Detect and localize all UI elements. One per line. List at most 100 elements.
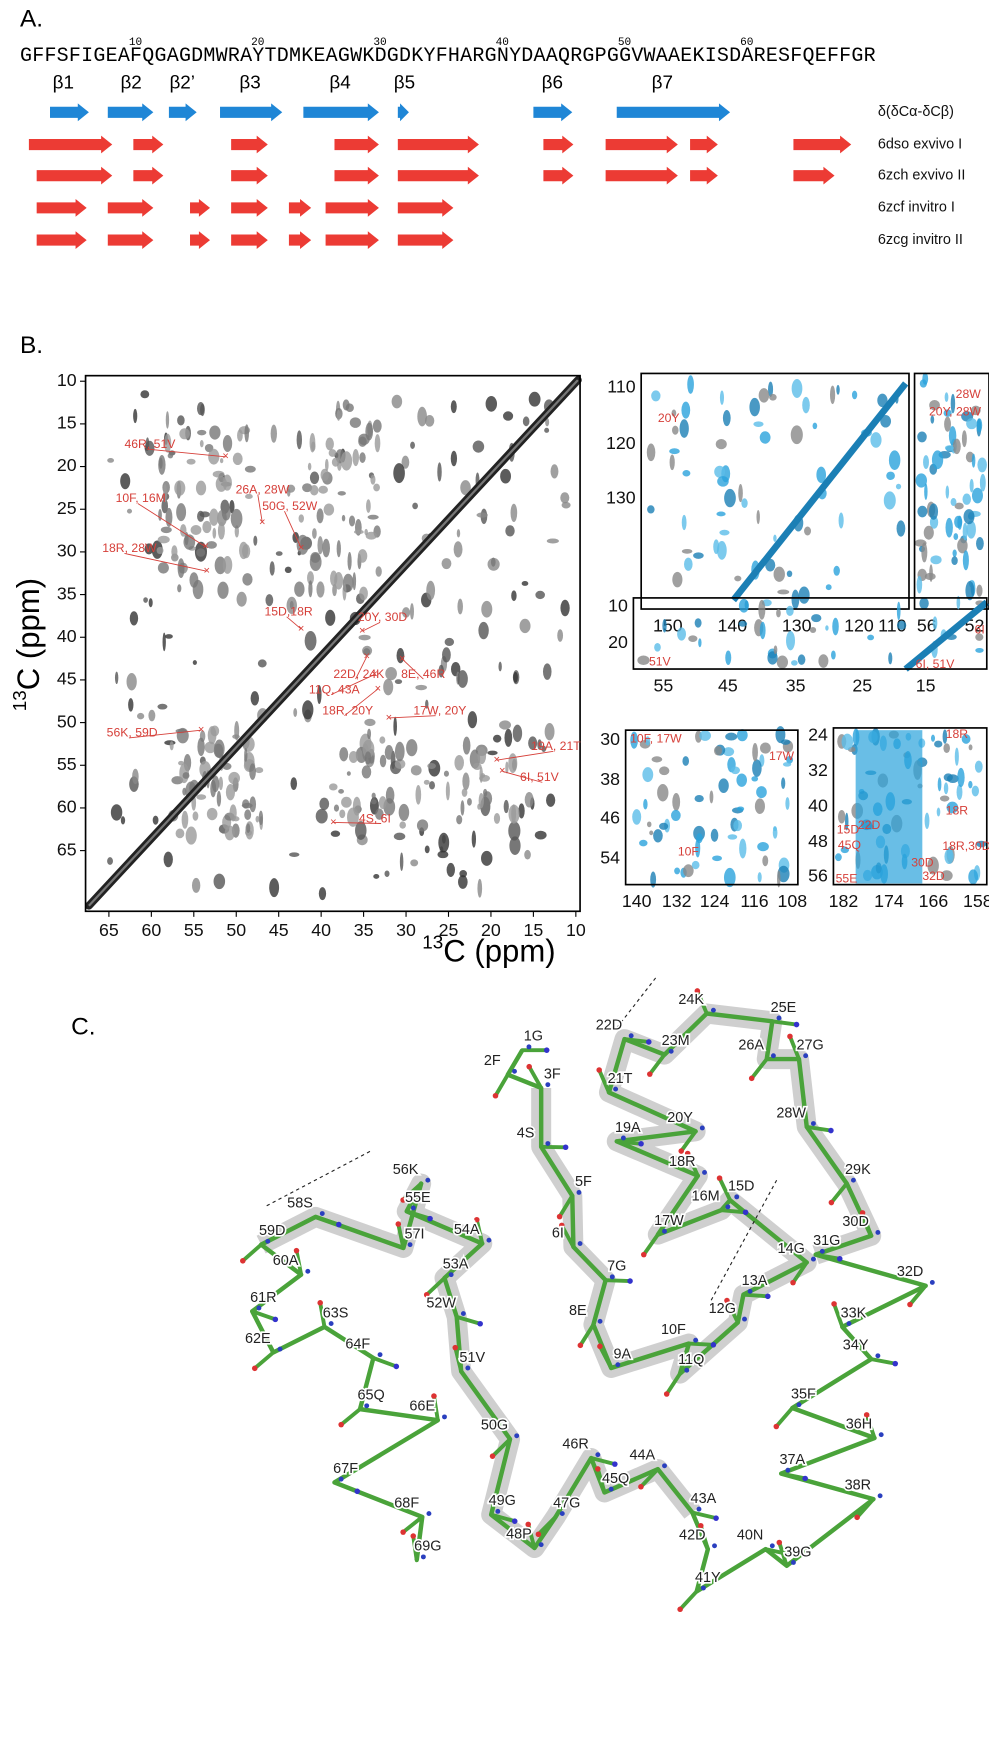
atom — [678, 1148, 685, 1154]
side-chain — [860, 1210, 874, 1238]
tick-label: 30 — [600, 729, 620, 749]
spectrum-peak — [171, 545, 178, 558]
spectrum-peak — [519, 618, 531, 634]
side-chain — [698, 1523, 710, 1552]
residue-label: 33K — [841, 1305, 867, 1321]
spectrum-peak — [317, 685, 322, 704]
spectrum-peak — [754, 798, 765, 814]
spectrum-peak — [738, 484, 743, 503]
spectrum-peak — [190, 525, 202, 535]
strand-arrow — [690, 135, 718, 154]
side-chain — [493, 1072, 510, 1098]
spectrum-peak — [528, 736, 538, 750]
atom — [423, 1291, 430, 1298]
spectrum-peak — [312, 528, 317, 539]
spectrum-peak — [191, 877, 201, 893]
peak-label: 11Q, 43A — [309, 682, 361, 696]
spectrum-peak — [957, 538, 968, 554]
spectrum-peak — [945, 485, 950, 499]
atom — [819, 1248, 825, 1254]
tick-label: 30 — [57, 541, 77, 561]
residue-label: 1G — [524, 1029, 543, 1045]
side-chain — [717, 1176, 733, 1203]
spectrum-peak — [646, 821, 652, 828]
peak-label: 18R — [946, 727, 969, 741]
spectrum-peak — [126, 508, 133, 514]
spectrum-peak — [199, 440, 204, 448]
residue-label: 22D — [596, 1018, 623, 1034]
spectrum-peak — [760, 742, 771, 754]
spectrum-peak — [712, 855, 722, 862]
atom — [734, 1194, 740, 1200]
spectrum-peak — [222, 555, 233, 574]
spectrum-peak — [825, 625, 829, 631]
spectrum-peak — [415, 784, 422, 805]
spectrum-peak — [923, 525, 934, 540]
spectrum-peak — [722, 747, 735, 757]
atom — [787, 1033, 793, 1040]
spectrum-peak — [952, 438, 961, 455]
side-chain — [578, 1322, 596, 1348]
spectrum-peak — [348, 515, 356, 527]
residue-label: 26A — [738, 1038, 764, 1054]
atom — [790, 1279, 796, 1286]
atom — [724, 1297, 730, 1304]
strand-arrow — [397, 103, 409, 122]
peak-label: 6I, 51V — [916, 657, 956, 671]
spectrum-peak — [944, 445, 954, 451]
spectrum-peak — [782, 762, 792, 767]
strand-label: β5 — [394, 72, 415, 93]
spectrum-peak — [290, 777, 298, 791]
spectrum-peak — [348, 750, 359, 764]
strand-arrow — [107, 231, 154, 249]
side-chain — [647, 1052, 667, 1077]
spectrum-peak — [437, 850, 449, 859]
residue-label: 11Q — [678, 1352, 704, 1368]
spectrum-peak — [181, 810, 189, 829]
residue-label: 65Q — [358, 1388, 385, 1404]
atom — [525, 1521, 531, 1528]
peak-label: 45Q — [838, 838, 861, 852]
marker: × — [359, 625, 366, 637]
spectrum-peak — [936, 807, 941, 817]
spectrum-peak — [206, 807, 218, 821]
tick-label: 10 — [608, 595, 628, 615]
spectrum-peak — [952, 549, 957, 558]
peak-label: 10F — [678, 845, 699, 859]
atom — [492, 1092, 499, 1099]
spectrum-peak — [483, 788, 488, 797]
residue-label: 13A — [742, 1273, 768, 1289]
spectrum-peak — [528, 391, 541, 407]
atom — [272, 1316, 279, 1323]
spectrum-peak — [752, 742, 758, 762]
spectrum-peak — [244, 424, 249, 443]
spectrum-peak — [738, 620, 748, 627]
spectrum-peak — [759, 621, 766, 640]
spectrum-peak — [393, 463, 405, 484]
tick-label: 60 — [57, 797, 77, 817]
spectrum-peak — [717, 476, 729, 487]
spectrum-peak — [961, 430, 967, 448]
spectrum-peak — [723, 867, 736, 888]
residue-label: 8E — [569, 1303, 587, 1319]
spectrum-peak — [456, 529, 461, 538]
spectrum-peak — [338, 789, 344, 794]
spectrum-peak — [713, 539, 720, 555]
peak-label: 8E, 46R — [401, 667, 445, 681]
spectrum-peak — [330, 830, 341, 837]
spectrum-peak — [773, 534, 777, 542]
spectrum-peak — [318, 887, 327, 901]
atom — [831, 1301, 837, 1307]
spectrum-peak — [504, 728, 513, 747]
atom — [712, 1543, 717, 1549]
spectrum-peak — [371, 792, 376, 799]
peak-label: 10F, 17W — [630, 731, 682, 745]
strand-arrow — [397, 198, 454, 217]
spectrum-peak — [694, 618, 702, 628]
spectrum-peak — [976, 840, 987, 848]
spectrum-peak — [176, 503, 187, 522]
spectrum-peak — [976, 536, 984, 551]
spectrum-peak — [835, 853, 842, 862]
side-chain — [490, 1437, 513, 1459]
leader — [344, 688, 379, 717]
